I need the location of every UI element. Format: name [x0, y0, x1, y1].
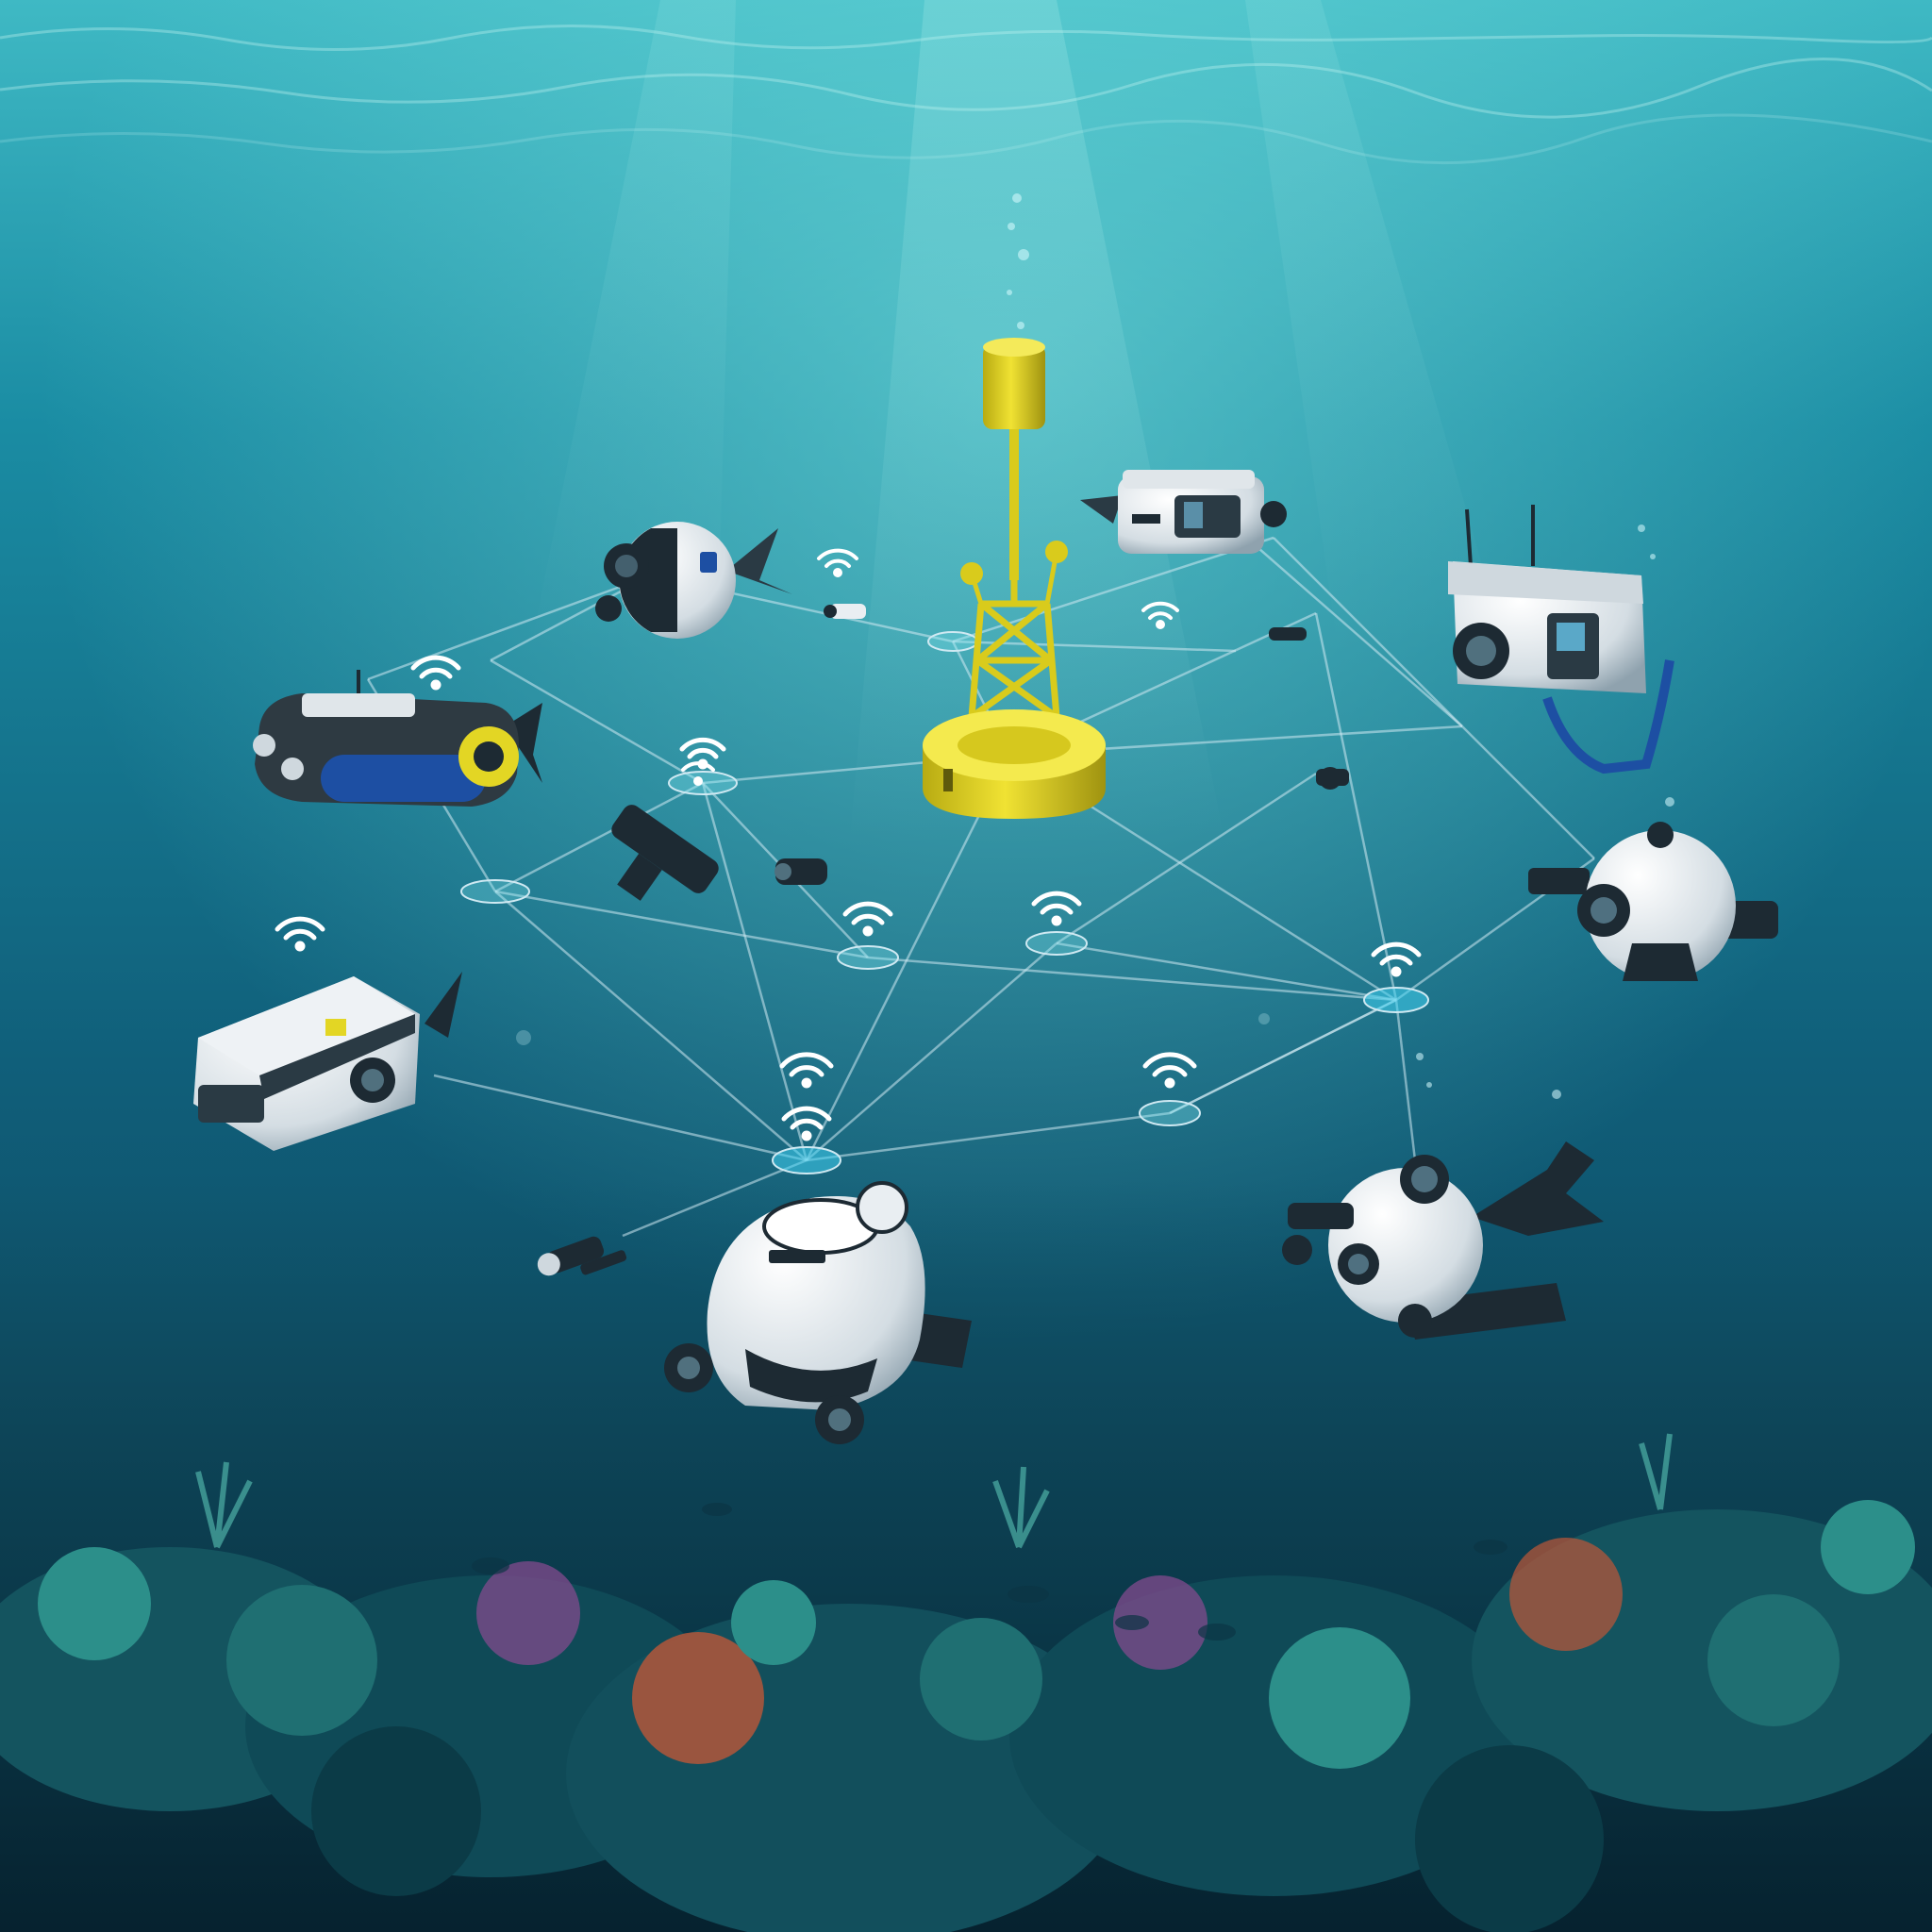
- wifi-signal-icon: [681, 761, 715, 786]
- auv-bottom-right-sphere: [1282, 1141, 1604, 1340]
- bubbles: [516, 193, 1674, 1099]
- wifi-node-icon: [668, 737, 738, 795]
- auv-left-torpedo: [253, 670, 542, 807]
- wifi-node-icon: [927, 631, 978, 652]
- wifi-signal-icon: [817, 548, 858, 577]
- mini-drones: [537, 604, 1349, 1276]
- auv-top-left-sphere: [595, 522, 792, 639]
- auv-far-right-box: [1448, 505, 1674, 774]
- wifi-node-icon: [1139, 1052, 1201, 1126]
- wifi-node-icon: [837, 901, 899, 970]
- auv-left-box: [193, 972, 472, 1151]
- wifi-node-icon: [1363, 941, 1429, 1013]
- coral-reef: [0, 1433, 1932, 1932]
- auv-bottom-center: [664, 1181, 972, 1444]
- wifi-signal-icon: [410, 655, 461, 691]
- fish: [472, 1503, 1507, 1641]
- wifi-signal-icon: [275, 916, 325, 952]
- auv-top-right-box: [1080, 470, 1287, 554]
- central-buoy: [923, 338, 1106, 819]
- wifi-node-icon: [1025, 891, 1088, 956]
- wifi-node-icon: [460, 879, 530, 904]
- network-nodes: [275, 548, 1429, 1174]
- wifi-signal-icon: [1141, 601, 1179, 629]
- auv-right-sphere: [1528, 822, 1778, 981]
- wifi-node-icon: [772, 1052, 841, 1174]
